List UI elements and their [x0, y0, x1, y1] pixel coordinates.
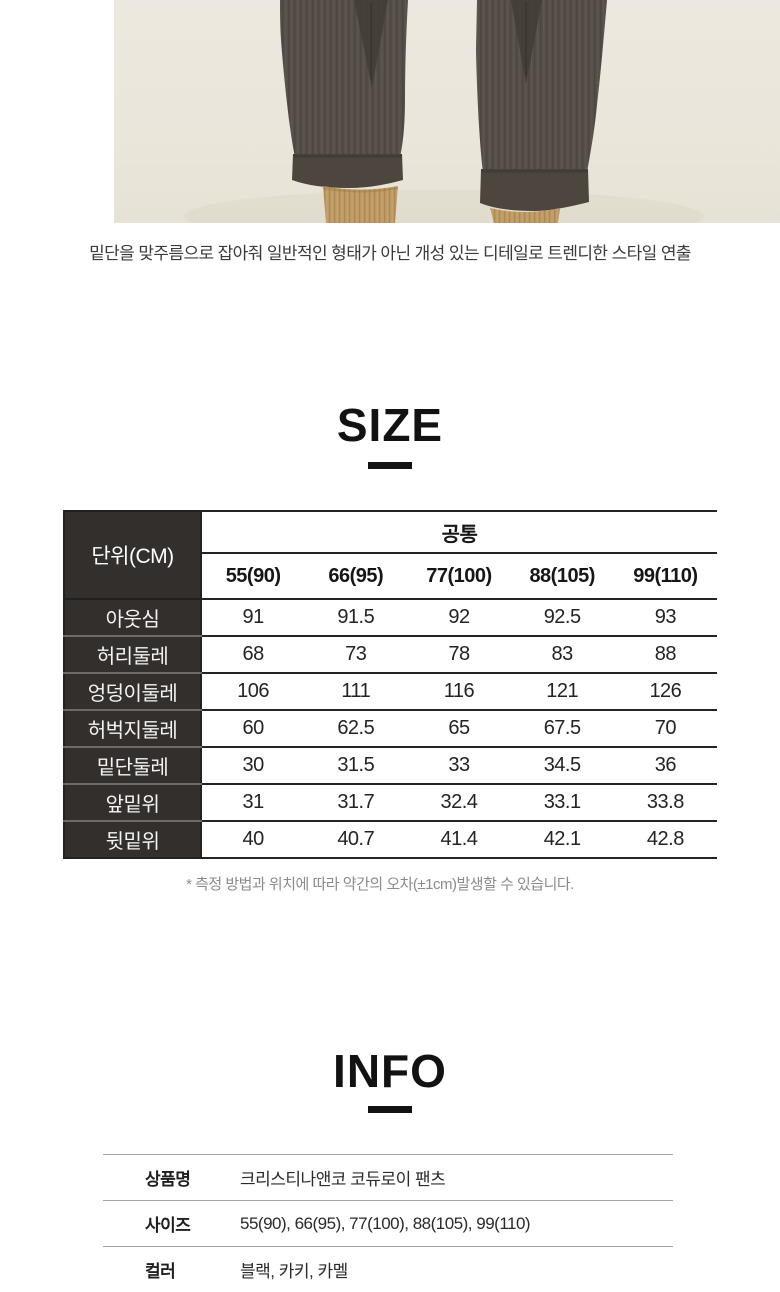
size-cell-value: 31.7 — [304, 783, 408, 822]
size-column-header: 66(95) — [304, 552, 408, 600]
product-photo — [114, 0, 780, 223]
size-row-label: 엉덩이둘레 — [63, 673, 202, 711]
size-cell-value: 31 — [201, 783, 305, 822]
size-cell-value: 33.8 — [613, 783, 717, 822]
size-table-row: 허리둘레 68 73 78 83 88 — [63, 635, 717, 674]
size-col-row: 55(90) 66(95) 77(100) 88(105) 99(110) — [64, 552, 717, 600]
size-group-header: 공통 — [201, 510, 717, 554]
size-cell-value: 88 — [613, 635, 717, 674]
size-row-label: 밑단둘레 — [63, 747, 202, 785]
size-table-body: 아웃심 91 91.5 92 92.5 93 허리둘레 68 73 78 83 88 엉덩이둘레 106 1… — [63, 598, 717, 859]
size-cell-value: 42.1 — [510, 820, 614, 859]
size-cell-value: 60 — [201, 709, 305, 748]
size-table-row: 뒷밑위 40 40.7 41.4 42.1 42.8 — [63, 820, 717, 859]
info-row: 사이즈 55(90), 66(95), 77(100), 88(105), 99(… — [103, 1200, 673, 1246]
photo-caption: 밑단을 맞주름으로 잡아줘 일반적인 형태가 아닌 개성 있는 디테일로 트렌디… — [89, 244, 691, 263]
size-cell-value: 40 — [201, 820, 305, 859]
info-row-label: 사이즈 — [145, 1216, 191, 1235]
size-cell-value: 67.5 — [510, 709, 614, 748]
size-row-label: 앞밑위 — [63, 784, 202, 822]
size-table-group-row: 단위(CM) 공통 — [63, 510, 717, 600]
size-table-row: 엉덩이둘레 106 111 116 121 126 — [63, 672, 717, 711]
size-table: 단위(CM) 공통 55(90) 66(95) 77(100) 88(105) 99(1… — [63, 510, 717, 859]
size-cell-value: 93 — [613, 598, 717, 637]
size-cell-value: 121 — [510, 672, 614, 711]
info-row-value: 크리스티나앤코 코듀로이 팬츠 — [240, 1170, 446, 1189]
info-row: 컬러 블랙, 카키, 카멜 — [103, 1246, 673, 1292]
size-cell-value: 32.4 — [407, 783, 511, 822]
size-cell-value: 65 — [407, 709, 511, 748]
size-cell-value: 126 — [613, 672, 717, 711]
size-column-header: 77(100) — [407, 552, 511, 600]
size-unit-cell: 단위(CM) — [63, 510, 202, 600]
size-column-header: 99(110) — [613, 552, 717, 600]
size-cell-value: 33 — [407, 746, 511, 785]
info-row-value: 블랙, 카키, 카멜 — [240, 1262, 348, 1281]
size-cell-value: 91.5 — [304, 598, 408, 637]
size-cell-value: 34.5 — [510, 746, 614, 785]
size-cell-value: 33.1 — [510, 783, 614, 822]
size-cell-value: 70 — [613, 709, 717, 748]
size-column-header: 55(90) — [201, 552, 305, 600]
size-column-header: 88(105) — [510, 552, 614, 600]
size-section-title: SIZE — [336, 399, 444, 451]
size-row-label: 아웃심 — [63, 599, 202, 637]
size-table-row: 허벅지둘레 60 62.5 65 67.5 70 — [63, 709, 717, 748]
size-cell-value: 31.5 — [304, 746, 408, 785]
size-title-dash — [368, 462, 412, 469]
pants-photo-illustration — [184, 0, 704, 223]
size-row-label: 뒷밑위 — [63, 821, 202, 859]
size-cell-value: 111 — [304, 672, 408, 711]
size-cell-value: 62.5 — [304, 709, 408, 748]
info-row-value: 55(90), 66(95), 77(100), 88(105), 99(110… — [240, 1213, 531, 1233]
info-title-dash — [368, 1106, 412, 1113]
size-cell-value: 91 — [201, 598, 305, 637]
size-row-label: 허벅지둘레 — [63, 710, 202, 748]
size-row-label: 허리둘레 — [63, 636, 202, 674]
size-cell-value: 41.4 — [407, 820, 511, 859]
info-row-label: 상품명 — [145, 1170, 191, 1189]
info-section-title: INFO — [333, 1045, 447, 1097]
size-cell-value: 30 — [201, 746, 305, 785]
size-cell-value: 36 — [613, 746, 717, 785]
size-table-row: 아웃심 91 91.5 92 92.5 93 — [63, 598, 717, 637]
size-cell-value: 116 — [407, 672, 511, 711]
size-cell-value: 73 — [304, 635, 408, 674]
size-cell-value: 92.5 — [510, 598, 614, 637]
size-cell-value: 78 — [407, 635, 511, 674]
size-cell-value: 42.8 — [613, 820, 717, 859]
size-footnote: * 측정 방법과 위치에 따라 약간의 오차(±1cm)발생할 수 있습니다. — [186, 876, 574, 893]
size-table-row: 앞밑위 31 31.7 32.4 33.1 33.8 — [63, 783, 717, 822]
size-table-row: 밑단둘레 30 31.5 33 34.5 36 — [63, 746, 717, 785]
size-cell-value: 83 — [510, 635, 614, 674]
info-row: 상품명 크리스티나앤코 코듀로이 팬츠 — [103, 1154, 673, 1200]
info-row-label: 컬러 — [145, 1262, 176, 1281]
size-cell-value: 40.7 — [304, 820, 408, 859]
size-cell-value: 68 — [201, 635, 305, 674]
size-cell-value: 106 — [201, 672, 305, 711]
size-cell-value: 92 — [407, 598, 511, 637]
